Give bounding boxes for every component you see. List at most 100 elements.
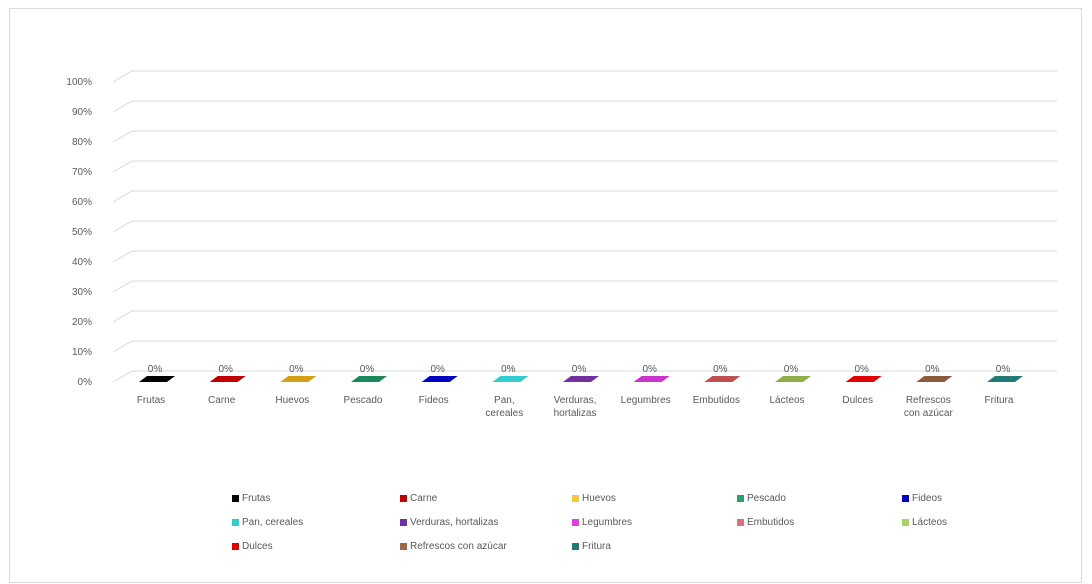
legend-swatch bbox=[232, 543, 239, 550]
y-tick-label: 30% bbox=[72, 287, 92, 298]
x-tick-label: Dulces bbox=[842, 395, 873, 406]
x-tick-label: Fritura bbox=[985, 395, 1014, 406]
data-label: 0% bbox=[360, 364, 375, 375]
gridline bbox=[112, 100, 1057, 113]
bar bbox=[209, 376, 246, 382]
bar bbox=[280, 376, 317, 382]
gridline bbox=[112, 310, 1057, 323]
data-label: 0% bbox=[572, 364, 587, 375]
legend-label: Embutidos bbox=[747, 517, 795, 528]
legend-label: Frutas bbox=[242, 493, 271, 504]
legend-entry: Legumbres bbox=[572, 517, 632, 528]
y-tick-label: 10% bbox=[72, 347, 92, 358]
data-label: 0% bbox=[289, 364, 304, 375]
y-tick-label: 20% bbox=[72, 317, 92, 328]
legend-label: Fritura bbox=[582, 541, 611, 552]
chart-plot: 0% 10% 20% 30% 40% 50% 60% 70% 80% 90% 100% 0% Fruta… bbox=[66, 70, 1057, 419]
data-label: 0% bbox=[925, 364, 940, 375]
bar bbox=[421, 376, 458, 382]
legend-swatch bbox=[232, 495, 239, 502]
gridline bbox=[112, 190, 1057, 203]
legend-swatch bbox=[232, 519, 239, 526]
legend-entry: Pan, cereales bbox=[232, 517, 303, 528]
legend-label: Lácteos bbox=[912, 517, 948, 528]
legend-swatch bbox=[572, 519, 579, 526]
data-label: 0% bbox=[218, 364, 233, 375]
y-tick-label: 50% bbox=[72, 227, 92, 238]
x-tick-label: cereales bbox=[485, 408, 523, 419]
legend-label: Dulces bbox=[242, 541, 273, 552]
x-tick-label: Huevos bbox=[275, 395, 309, 406]
data-label: 0% bbox=[148, 364, 163, 375]
gridline bbox=[112, 250, 1057, 263]
gridline bbox=[112, 280, 1057, 293]
legend-label: Verduras, hortalizas bbox=[410, 517, 499, 528]
legend-label: Refrescos con azúcar bbox=[410, 541, 507, 552]
legend-label: Fideos bbox=[912, 493, 943, 504]
legend-entry: Lácteos bbox=[902, 517, 947, 528]
bar bbox=[139, 376, 175, 382]
x-tick-label: Lácteos bbox=[769, 395, 804, 406]
bar bbox=[704, 376, 741, 382]
data-label: 0% bbox=[854, 364, 869, 375]
gridline bbox=[112, 370, 1057, 383]
bar bbox=[845, 376, 882, 382]
legend-label: Pan, cereales bbox=[242, 517, 304, 528]
x-tick-label: Fideos bbox=[419, 395, 449, 406]
x-tick-label: con azúcar bbox=[904, 408, 954, 419]
chart-area: 0% 10% 20% 30% 40% 50% 60% 70% 80% 90% 100% 0% Fruta… bbox=[9, 8, 1082, 583]
legend-swatch bbox=[400, 543, 407, 550]
legend-label: Pescado bbox=[747, 493, 786, 504]
legend-swatch bbox=[902, 495, 909, 502]
bar bbox=[775, 376, 811, 382]
y-tick-label: 100% bbox=[66, 77, 92, 88]
x-tick-label: Legumbres bbox=[621, 395, 671, 406]
gridline bbox=[112, 130, 1057, 143]
y-tick-label: 70% bbox=[72, 167, 92, 178]
gridline bbox=[112, 160, 1057, 173]
x-tick-label: Refrescos bbox=[906, 395, 951, 406]
data-label: 0% bbox=[784, 364, 799, 375]
y-tick-label: 60% bbox=[72, 197, 92, 208]
legend-entry: Embutidos bbox=[737, 517, 794, 528]
legend-entry: Dulces bbox=[232, 541, 273, 552]
y-tick-label: 80% bbox=[72, 137, 92, 148]
bar bbox=[987, 376, 1023, 382]
bar bbox=[633, 376, 670, 382]
gridline bbox=[112, 70, 1057, 83]
legend-entry: Refrescos con azúcar bbox=[400, 541, 507, 552]
legend-entry: Carne bbox=[400, 493, 437, 504]
legend-label: Huevos bbox=[582, 493, 616, 504]
legend-swatch bbox=[400, 519, 407, 526]
bar bbox=[351, 376, 387, 382]
data-label: 0% bbox=[996, 364, 1011, 375]
x-tick-label: Verduras, bbox=[554, 395, 597, 406]
legend-swatch bbox=[400, 495, 407, 502]
legend-label: Carne bbox=[410, 493, 438, 504]
legend-entry: Frutas bbox=[232, 493, 270, 504]
y-tick-label: 40% bbox=[72, 257, 92, 268]
legend-entry: Verduras, hortalizas bbox=[400, 517, 498, 528]
legend-swatch bbox=[572, 495, 579, 502]
gridline bbox=[112, 340, 1057, 353]
data-label: 0% bbox=[430, 364, 445, 375]
legend-entry: Fritura bbox=[572, 541, 611, 552]
x-tick-label: Frutas bbox=[137, 395, 165, 406]
legend-swatch bbox=[737, 495, 744, 502]
bar bbox=[563, 376, 599, 382]
bar bbox=[916, 376, 953, 382]
legend-swatch bbox=[902, 519, 909, 526]
x-tick-label: Carne bbox=[208, 395, 236, 406]
data-label: 0% bbox=[642, 364, 657, 375]
x-tick-label: hortalizas bbox=[554, 408, 597, 419]
data-label: 0% bbox=[713, 364, 728, 375]
legend-entry: Huevos bbox=[572, 493, 616, 504]
legend-label: Legumbres bbox=[582, 517, 633, 528]
bar bbox=[492, 376, 529, 382]
legend-entry: Pescado bbox=[737, 493, 786, 504]
legend-swatch bbox=[737, 519, 744, 526]
y-tick-label: 0% bbox=[78, 377, 93, 388]
x-tick-label: Pan, bbox=[494, 395, 515, 406]
data-label: 0% bbox=[501, 364, 516, 375]
x-tick-label: Embutidos bbox=[693, 395, 740, 406]
